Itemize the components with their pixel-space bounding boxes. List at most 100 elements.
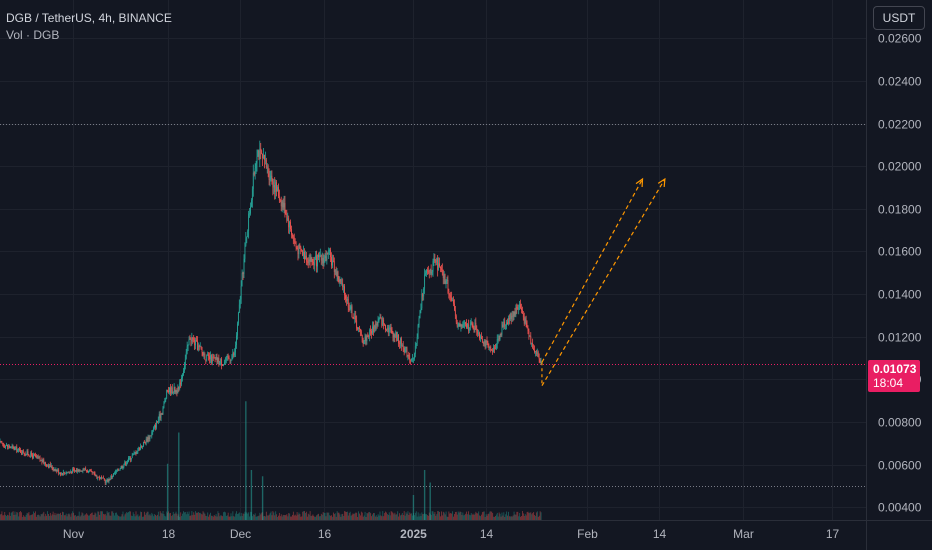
volume-bar (189, 515, 191, 520)
candle-body (210, 355, 212, 363)
candle-body (65, 473, 67, 474)
volume-bar (535, 512, 537, 520)
time-tick-label: Feb (577, 527, 598, 541)
candle-body (47, 465, 48, 467)
volume-bar (44, 516, 46, 520)
candle-body (345, 295, 346, 299)
volume-bar (445, 511, 447, 520)
candle-body (260, 148, 262, 151)
candle-body (414, 345, 416, 355)
volume-bar (228, 516, 230, 520)
candle-body (518, 307, 520, 310)
volume-bar (478, 511, 480, 520)
candle-body (407, 354, 409, 356)
candle-body (201, 349, 203, 353)
candle-body (159, 414, 161, 418)
volume-bar (395, 514, 397, 520)
candle-body (131, 455, 133, 459)
volume-bar (231, 516, 233, 520)
volume-bar (16, 512, 18, 520)
candle-body (317, 254, 318, 267)
volume-bar (25, 514, 27, 520)
volume-bar (18, 516, 20, 520)
volume-bar (501, 512, 503, 520)
candle-body (456, 322, 458, 327)
volume-bar (114, 515, 116, 520)
candle-body (268, 173, 270, 180)
volume-bar (242, 513, 244, 520)
volume-bar (403, 511, 405, 520)
candle-body (232, 353, 234, 357)
chart-legend: DGB / TetherUS, 4h, BINANCE Vol · DGB (6, 10, 172, 44)
candle-body (463, 323, 465, 327)
volume-bar (383, 516, 385, 520)
candle-body (338, 279, 340, 282)
candle-body (100, 477, 101, 480)
candle-body (405, 347, 407, 349)
candle-body (358, 327, 359, 330)
candle-body (503, 321, 505, 328)
candle-body (202, 352, 204, 355)
volume-bar (538, 515, 540, 520)
volume-bar (89, 514, 91, 520)
volume-spike (250, 470, 253, 520)
candle-body (199, 346, 201, 348)
volume-indicator-label[interactable]: Vol · DGB (6, 28, 60, 42)
volume-bar (118, 516, 120, 520)
candle-body (468, 329, 470, 331)
volume-bar (108, 511, 110, 520)
candle-body (294, 241, 296, 244)
candle-body (356, 320, 358, 329)
candle-body (211, 356, 213, 363)
volume-bar (276, 514, 278, 520)
volume-bar (176, 513, 178, 520)
candle-body (409, 357, 411, 360)
volume-bar (11, 512, 13, 520)
candle-body (162, 407, 164, 415)
candle-body (10, 446, 12, 448)
volume-bar (160, 512, 162, 520)
volume-bar (314, 516, 316, 520)
volume-bar (416, 516, 418, 520)
volume-bar (126, 512, 128, 520)
volume-bar (334, 513, 336, 520)
volume-bar (318, 516, 320, 520)
candle-body (362, 342, 364, 344)
candle-body (427, 270, 428, 271)
volume-bar (378, 515, 380, 520)
candle-body (208, 354, 209, 357)
volume-bar (434, 511, 436, 520)
volume-bar (85, 514, 87, 520)
volume-bar (87, 514, 89, 520)
candle-body (256, 156, 258, 164)
volume-bar (296, 512, 298, 520)
candle-body (90, 470, 92, 472)
candle-body (166, 390, 168, 399)
volume-bar (414, 512, 416, 520)
candle-body (447, 279, 449, 292)
candle-body (226, 355, 228, 357)
currency-button[interactable]: USDT (873, 6, 925, 30)
candle-body (474, 322, 476, 330)
volume-bar (460, 512, 462, 520)
volume-bar (171, 515, 173, 520)
candle-body (107, 479, 109, 482)
price-axis[interactable]: 0.004000.006000.008000.010000.012000.014… (878, 32, 922, 515)
volume-bar (93, 514, 95, 520)
candle-body (182, 374, 183, 378)
candle-body (252, 172, 254, 190)
candle-body (146, 438, 148, 442)
symbol-title[interactable]: DGB / TetherUS, 4h, BINANCE (6, 11, 172, 25)
candle-body (4, 446, 6, 448)
candle-body (459, 323, 461, 327)
time-axis[interactable]: Nov 18 Dec 16 2025 14 Feb 14 Mar 17 (63, 527, 840, 541)
volume-bar (186, 511, 188, 520)
volume-bar (301, 516, 303, 520)
volume-bar (24, 516, 26, 520)
projection-lines[interactable] (541, 177, 666, 387)
volume-bar (137, 514, 139, 520)
volume-bar (476, 513, 478, 520)
volume-bar (190, 515, 192, 520)
volume-bar (213, 514, 215, 520)
